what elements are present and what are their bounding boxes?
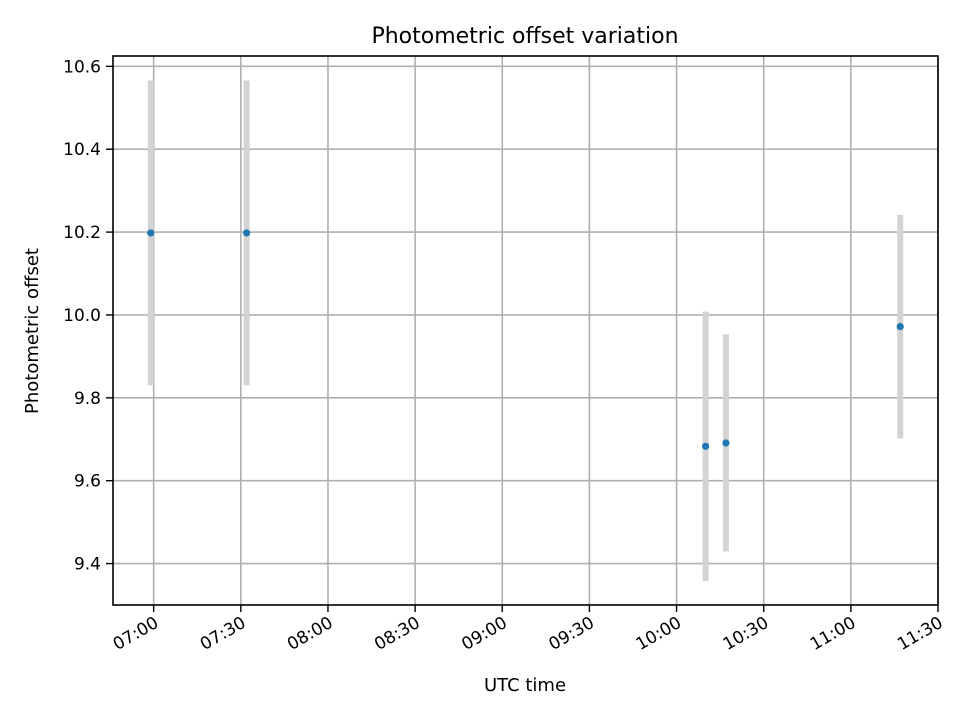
y-tick-label: 9.4 bbox=[74, 555, 101, 575]
x-tick-label: 11:30 bbox=[894, 613, 946, 655]
x-tick-label: 09:30 bbox=[545, 613, 597, 655]
y-tick-label: 10.6 bbox=[63, 57, 101, 77]
x-tick-label: 07:30 bbox=[197, 613, 249, 655]
chart-title: Photometric offset variation bbox=[371, 24, 678, 49]
x-tick-label: 08:30 bbox=[371, 613, 423, 655]
data-point bbox=[722, 439, 730, 447]
x-tick-label: 09:00 bbox=[458, 613, 510, 655]
x-tick-label: 11:00 bbox=[807, 613, 859, 655]
error-bars bbox=[147, 80, 904, 581]
x-axis-label: UTC time bbox=[484, 675, 566, 696]
x-tick-label: 07:00 bbox=[110, 613, 162, 655]
data-point bbox=[243, 229, 251, 237]
grid bbox=[113, 56, 939, 605]
x-tick-label: 08:00 bbox=[284, 613, 336, 655]
y-tick-label: 10.2 bbox=[63, 223, 101, 243]
y-tick-label: 9.6 bbox=[74, 472, 101, 492]
x-tick-label: 10:00 bbox=[633, 613, 685, 655]
y-axis: 9.4 9.6 9.8 10.0 10.2 10.4 10.6 bbox=[63, 57, 113, 575]
data-point bbox=[896, 322, 904, 331]
x-tick-label: 10:30 bbox=[720, 613, 772, 655]
data-point bbox=[702, 442, 710, 450]
y-tick-label: 9.8 bbox=[74, 389, 101, 409]
y-axis-label: Photometric offset bbox=[22, 248, 43, 414]
data-points bbox=[147, 229, 904, 450]
data-point bbox=[147, 229, 155, 237]
plot-frame bbox=[112, 55, 939, 606]
y-tick-label: 10.0 bbox=[63, 306, 101, 326]
y-tick-label: 10.4 bbox=[63, 140, 101, 160]
x-axis: 07:00 07:30 08:00 08:30 09:00 09:30 10:00 10:30… bbox=[110, 605, 947, 655]
